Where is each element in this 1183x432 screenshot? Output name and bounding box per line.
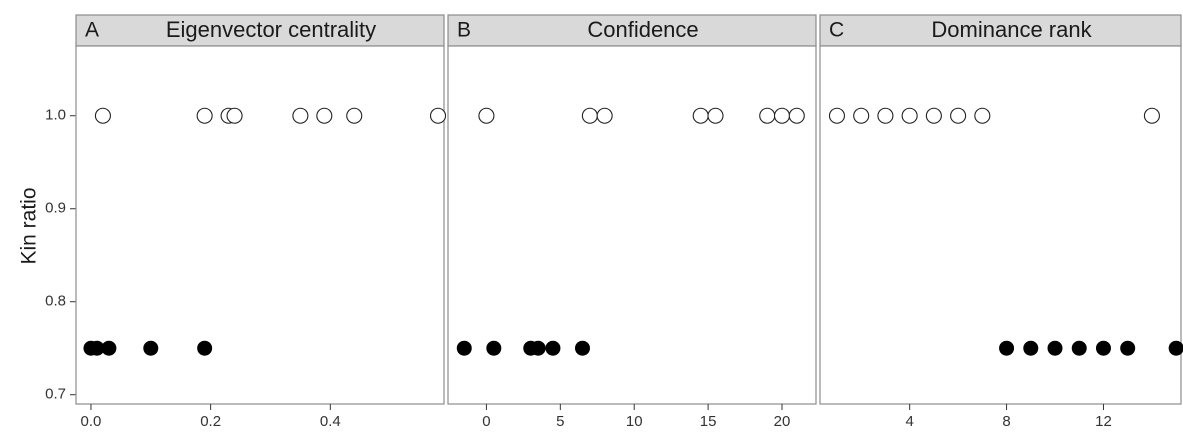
data-point-filled <box>1168 340 1183 356</box>
data-point-filled <box>456 340 472 356</box>
panel-title: Dominance rank <box>931 17 1092 42</box>
panels: A Eigenvector centrality 0.0 0.2 0.4 B Confide… <box>75 14 1183 430</box>
data-point-filled <box>999 340 1015 356</box>
plot-area <box>75 45 445 405</box>
x-tick-label: 10 <box>626 413 643 430</box>
data-point-filled <box>1120 340 1136 356</box>
x-tick-label: 0.4 <box>320 413 341 430</box>
data-point-open <box>596 107 613 124</box>
data-point-open <box>974 107 991 124</box>
x-tick-label: 5 <box>556 413 564 430</box>
data-point-filled <box>1047 340 1063 356</box>
data-point-open <box>292 107 309 124</box>
panel-b: B Confidence 0 5 10 15 20 <box>447 14 817 430</box>
data-point-open <box>759 107 776 124</box>
data-point-open <box>773 107 791 124</box>
data-point-open <box>478 107 495 124</box>
data-point-open <box>346 107 363 124</box>
data-point-open <box>94 107 111 124</box>
data-point-open <box>877 107 894 124</box>
x-tick-label: 20 <box>774 413 791 430</box>
x-tick-label: 12 <box>1095 413 1112 430</box>
y-tick-label: 1.0 <box>45 107 66 124</box>
panel-letter: A <box>85 19 99 42</box>
data-point-open <box>707 107 724 124</box>
data-point-open <box>853 107 870 124</box>
data-point-open <box>901 107 918 124</box>
facet-strip <box>75 14 445 47</box>
data-point-open <box>226 107 243 124</box>
data-point-filled <box>545 340 561 356</box>
data-point-open <box>196 107 213 124</box>
panel-a: A Eigenvector centrality 0.0 0.2 0.4 <box>75 14 447 430</box>
data-point-open <box>429 107 447 124</box>
data-point-open <box>950 107 967 124</box>
data-point-filled <box>1095 340 1111 356</box>
panel-letter: B <box>457 19 471 42</box>
data-point-open <box>925 107 942 124</box>
x-tick-label: 8 <box>1002 413 1010 430</box>
x-tick-label: 4 <box>905 413 913 430</box>
x-tick-label: 0.2 <box>200 413 221 430</box>
data-point-filled <box>101 340 117 356</box>
y-tick-label: 0.9 <box>45 200 66 217</box>
facet-strip <box>819 14 1182 47</box>
data-point-open <box>828 107 846 124</box>
data-point-filled <box>1023 340 1039 356</box>
y-tick-label: 0.8 <box>45 293 66 310</box>
plot-area <box>447 45 817 405</box>
data-point-filled <box>574 340 590 356</box>
data-point-filled <box>143 340 159 356</box>
panel-title: Eigenvector centrality <box>166 17 376 42</box>
panel-c: C Dominance rank 4 8 12 <box>819 14 1183 430</box>
data-point-open <box>788 107 805 124</box>
y-tick-label: 0.7 <box>45 386 66 403</box>
data-point-filled <box>530 340 546 356</box>
panel-title: Confidence <box>587 17 698 42</box>
x-tick-label: 0.0 <box>81 413 102 430</box>
data-point-open <box>581 107 598 124</box>
x-tick-label: 0 <box>482 413 490 430</box>
data-point-open <box>692 107 709 124</box>
data-point-filled <box>197 340 213 356</box>
panel-letter: C <box>829 19 844 42</box>
data-point-open <box>1143 107 1160 124</box>
y-axis-title: Kin ratio <box>18 187 41 264</box>
y-axis: 0.7 0.8 0.9 1.0 <box>45 107 76 403</box>
x-tick-label: 15 <box>700 413 717 430</box>
data-point-filled <box>1071 340 1087 356</box>
data-point-open <box>316 107 333 124</box>
data-point-filled <box>89 340 105 356</box>
data-point-filled <box>486 340 502 356</box>
